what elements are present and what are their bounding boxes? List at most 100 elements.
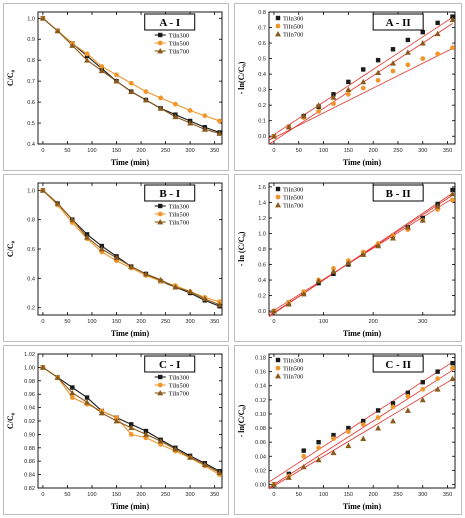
data-point-TiIn700 xyxy=(39,15,46,21)
data-point-TiIn700 xyxy=(216,469,223,475)
data-point-TiIn500 xyxy=(301,453,307,459)
legend-label: TiIn300 xyxy=(283,15,303,22)
data-point-TiIn500 xyxy=(375,415,381,420)
x-tick-label: 350 xyxy=(210,319,219,325)
data-point-TiIn700 xyxy=(390,418,396,424)
y-tick-label: 0.8 xyxy=(258,247,266,253)
data-point-TiIn700 xyxy=(201,295,208,302)
data-point-TiIn700 xyxy=(434,30,441,37)
data-point-TiIn500 xyxy=(360,85,366,91)
x-tick-label: 300 xyxy=(185,319,194,325)
y-tick-label: 0.14 xyxy=(255,384,266,390)
legend-marker xyxy=(275,15,281,21)
legend-label: TiIn700 xyxy=(169,48,189,55)
data-point-TiIn700 xyxy=(345,259,352,266)
y-tick-label: 0.8 xyxy=(258,10,266,16)
panel-3: 0 50 100 150 200 250 300 350 0.2 0.4 0.6 0.8 1.0 Time… xyxy=(3,174,229,342)
legend-label: TiIn300 xyxy=(169,203,189,210)
data-point-TiIn700 xyxy=(157,438,164,444)
x-tick-label: 300 xyxy=(418,319,427,325)
panel-label-box xyxy=(372,355,424,373)
x-tick-label: 250 xyxy=(393,148,402,154)
data-point-TiIn300 xyxy=(390,47,396,52)
panel-2: 0 50 100 150 200 250 300 350 0.0 0.1 0.2 0.3 0.4 0.5 0… xyxy=(234,3,462,171)
data-point-TiIn700 xyxy=(187,120,194,126)
y-tick-label: 0.02 xyxy=(255,468,266,474)
data-point-TiIn700 xyxy=(404,49,411,55)
data-point-TiIn700 xyxy=(270,481,277,487)
legend-marker xyxy=(275,186,281,192)
y-tick-label: 0.5 xyxy=(27,121,35,127)
x-axis-label: Time (min) xyxy=(343,502,382,511)
legend-label: TiIn300 xyxy=(169,374,189,381)
data-point-TiIn500 xyxy=(450,365,455,371)
x-tick-label: 350 xyxy=(443,148,452,154)
legend-marker xyxy=(158,374,163,380)
data-point-TiIn300 xyxy=(450,360,455,366)
y-tick-label: 0.18 xyxy=(255,356,266,362)
data-point-TiIn700 xyxy=(300,463,307,470)
data-point-TiIn500 xyxy=(316,108,321,114)
x-tick-label: 0 xyxy=(41,319,44,325)
data-point-TiIn300 xyxy=(361,67,366,72)
x-axis-label: Time (min) xyxy=(111,158,150,167)
data-point-TiIn300 xyxy=(331,92,336,97)
data-point-TiIn700 xyxy=(69,42,76,48)
data-point-TiIn300 xyxy=(143,428,149,434)
data-point-TiIn700 xyxy=(54,27,61,34)
x-tick-label: 300 xyxy=(418,148,427,154)
y-tick-label: 0.7 xyxy=(258,26,266,32)
panel-4: 0 100 200 300 0.0 0.2 0.4 0.6 0.8 1.0 1.2 1.4 1.6 Tim… xyxy=(234,174,462,342)
data-point-TiIn700 xyxy=(157,105,164,111)
data-point-TiIn300 xyxy=(346,425,351,431)
x-tick-label: 100 xyxy=(319,148,328,154)
y-tick-label: 1.02 xyxy=(24,352,35,358)
legend-marker xyxy=(158,203,163,209)
y-tick-label: 0.86 xyxy=(24,459,35,465)
data-point-TiIn700 xyxy=(315,456,322,463)
data-point-TiIn500 xyxy=(316,445,321,451)
data-point-TiIn700 xyxy=(315,102,322,108)
y-tick-label: 0.4 xyxy=(258,72,266,78)
data-point-TiIn700 xyxy=(84,399,91,405)
data-point-TiIn700 xyxy=(330,268,337,274)
legend-marker xyxy=(157,219,164,225)
data-point-TiIn700 xyxy=(69,389,76,396)
legend-label: TiIn500 xyxy=(169,211,189,218)
legend-label: TiIn500 xyxy=(283,194,303,201)
data-point-TiIn300 xyxy=(420,29,425,35)
panel-1: 0 50 100 150 200 250 300 350 0.4 0.5 0.6 0.7 0.8 0.9 1… xyxy=(3,3,229,171)
x-tick-label: 0 xyxy=(41,148,44,154)
y-tick-label: 0.4 xyxy=(27,142,35,148)
data-point-TiIn700 xyxy=(113,78,120,84)
x-tick-label: 100 xyxy=(87,319,96,325)
panel-border xyxy=(3,3,229,171)
data-point-TiIn300 xyxy=(331,432,336,438)
legend-marker xyxy=(275,202,281,208)
legend-label: TiIn700 xyxy=(169,219,189,226)
data-point-TiIn500 xyxy=(331,436,336,442)
panel-label: B - II xyxy=(386,188,411,200)
data-point-TiIn700 xyxy=(187,454,194,460)
y-tick-label: 0.16 xyxy=(255,370,266,376)
y-tick-label: 0.94 xyxy=(24,406,35,412)
x-tick-label: 0 xyxy=(272,319,275,325)
y-tick-label: 0.06 xyxy=(255,440,266,446)
data-point-TiIn500 xyxy=(450,197,455,203)
x-tick-label: 350 xyxy=(210,492,219,498)
data-point-TiIn700 xyxy=(300,113,307,119)
data-point-TiIn500 xyxy=(114,415,119,421)
y-tick-label: 0.7 xyxy=(27,79,35,85)
y-tick-label: 0.98 xyxy=(24,379,35,385)
y-tick-label: 0.6 xyxy=(258,263,266,269)
data-point-TiIn700 xyxy=(360,251,367,257)
x-tick-label: 250 xyxy=(393,492,402,498)
legend-marker xyxy=(275,373,281,379)
data-point-TiIn500 xyxy=(69,395,75,400)
panel-label-box xyxy=(144,13,196,31)
data-point-TiIn300 xyxy=(450,187,455,193)
data-point-TiIn700 xyxy=(390,235,396,241)
data-point-TiIn500 xyxy=(390,68,396,74)
data-point-TiIn700 xyxy=(172,113,179,120)
data-point-TiIn500 xyxy=(360,422,366,427)
